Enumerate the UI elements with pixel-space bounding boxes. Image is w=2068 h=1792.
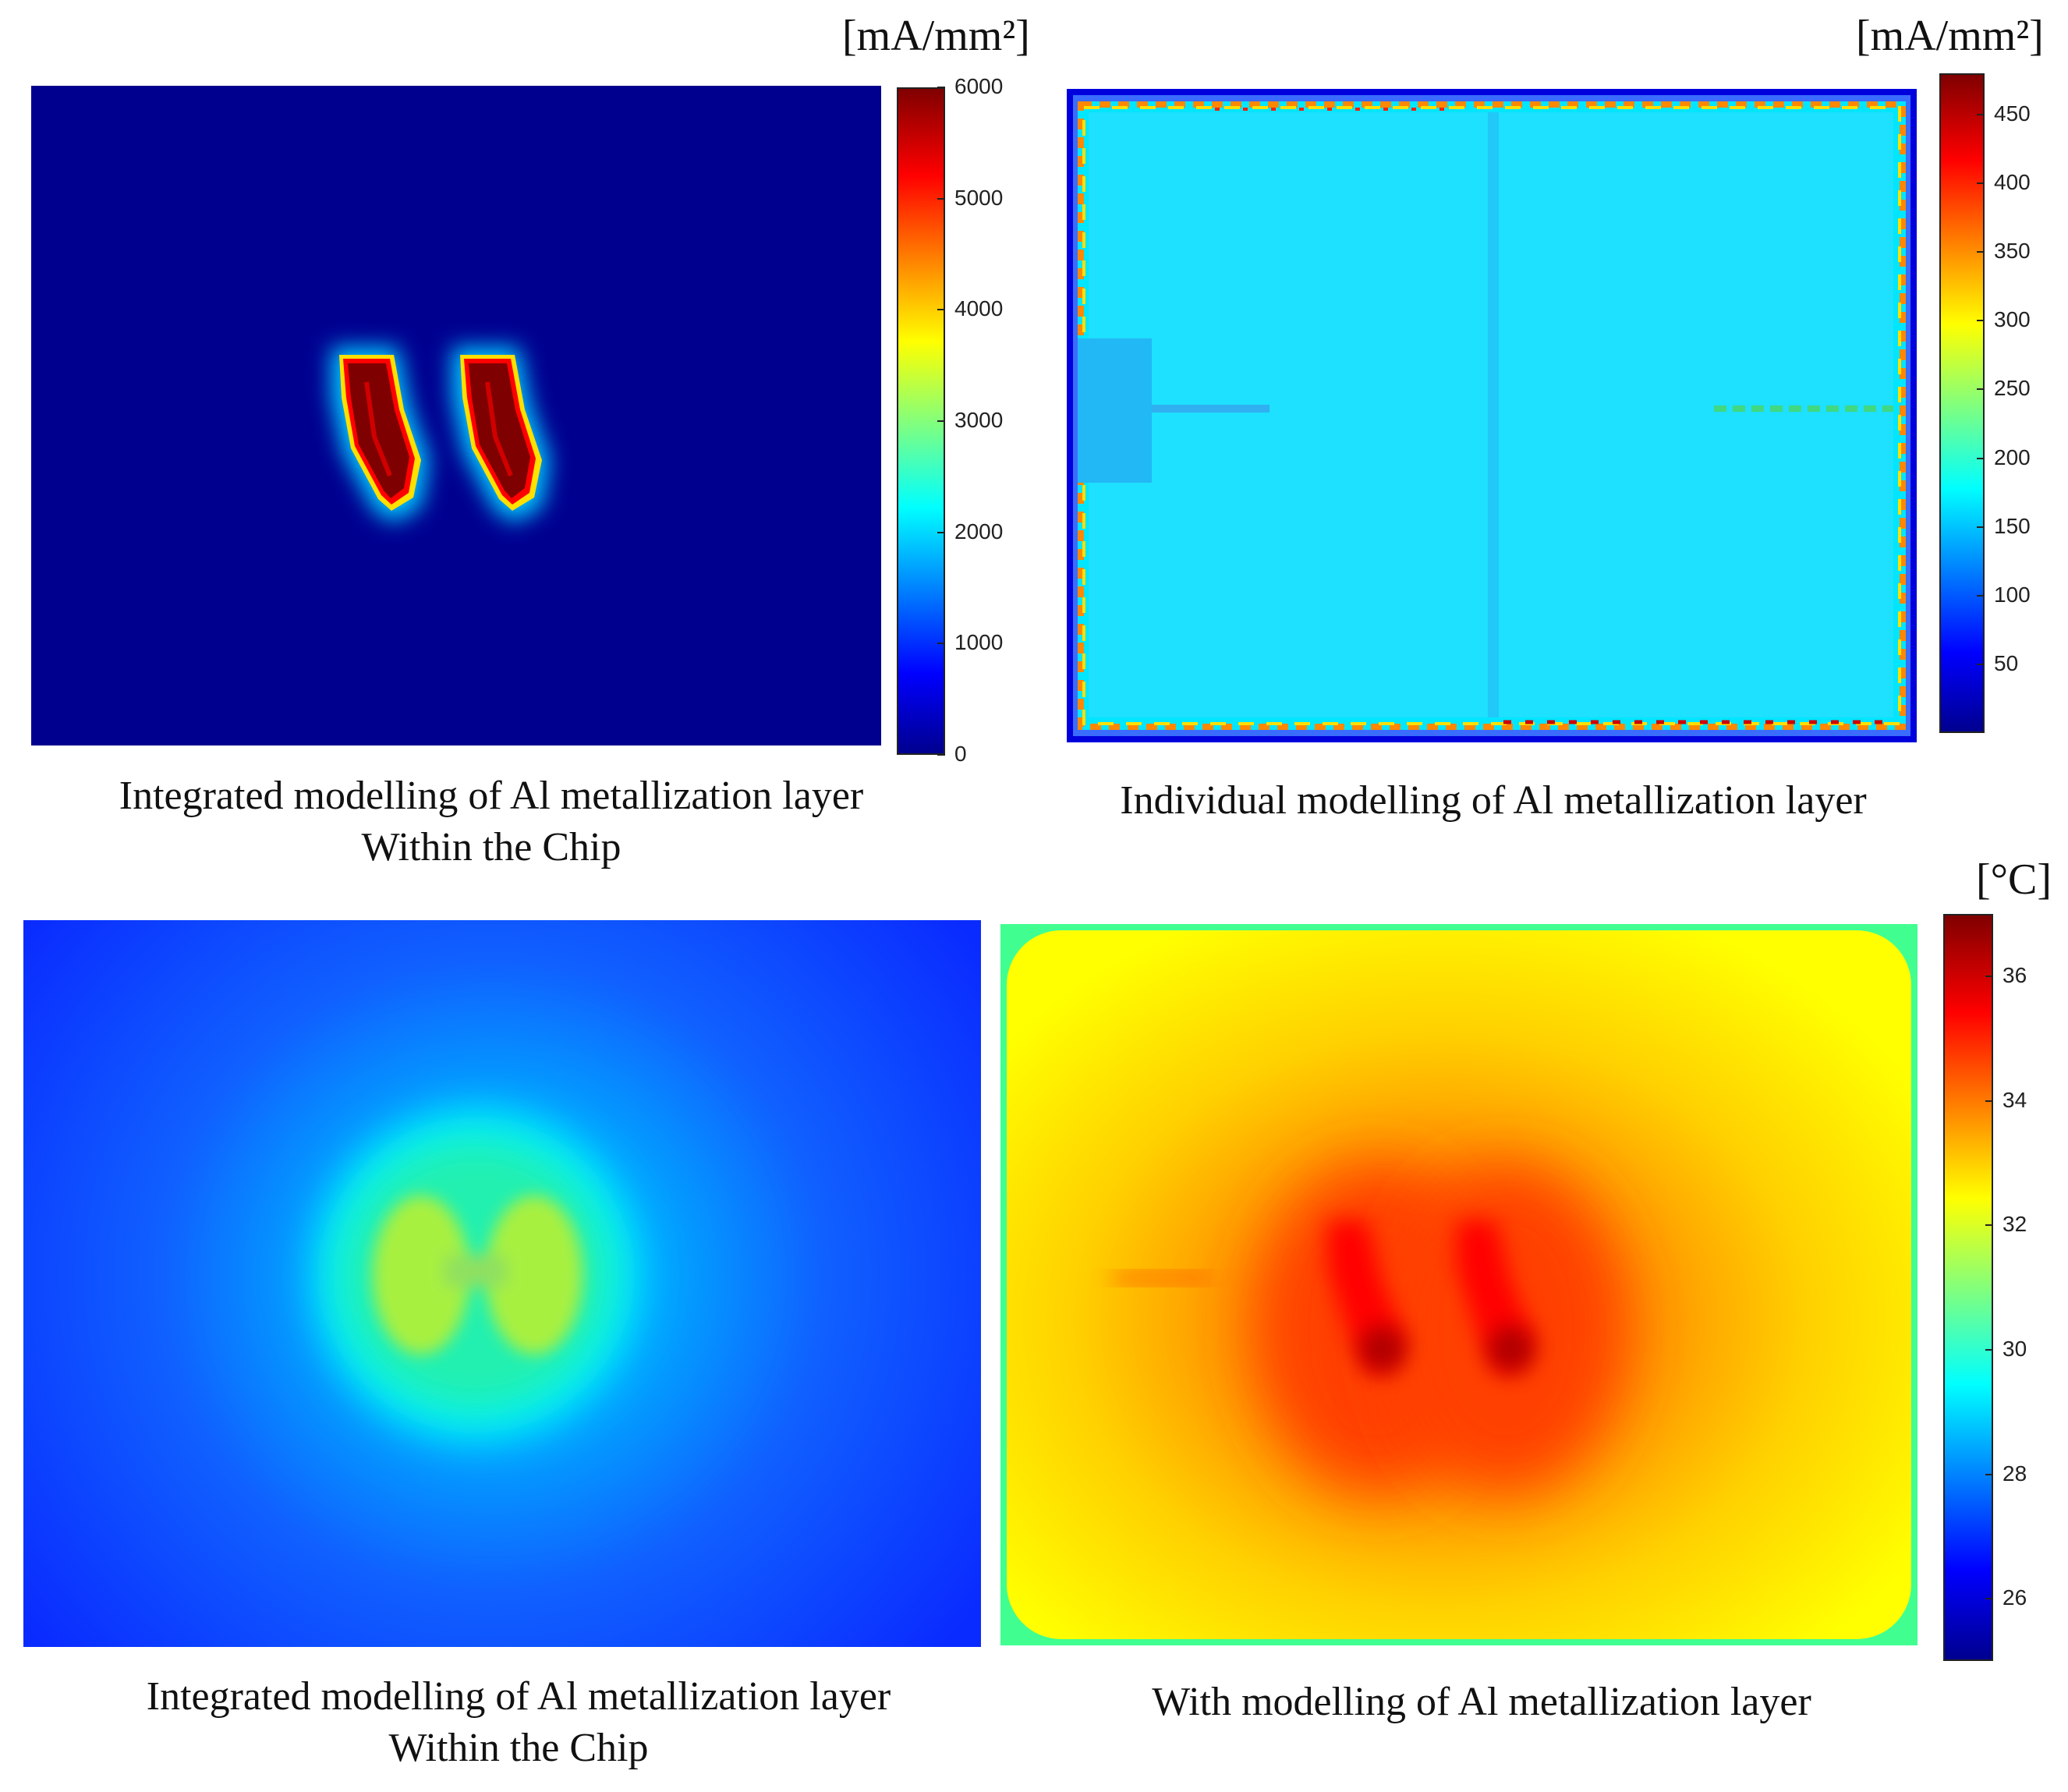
colorbar-tick-label: 3000: [954, 408, 1004, 432]
colorbar-tick-label: 28: [2002, 1461, 2027, 1486]
caption-bottom-right: With modelling of Al metallization layer: [1006, 1677, 1957, 1728]
colorbar-bottom-right: [1943, 914, 1993, 1661]
colorbar-tick-mark: [1985, 1100, 1993, 1102]
colorbar-tick-mark: [1977, 526, 1985, 528]
colorbar-tick-mark: [1977, 594, 1985, 597]
colorbar-tick-mark: [1977, 251, 1985, 253]
colorbar-tick-mark: [937, 420, 945, 422]
colorbar-tick-mark: [1985, 1473, 1993, 1475]
colorbar-tick-mark: [1985, 975, 1993, 977]
colorbar-tick-label: 6000: [954, 74, 1004, 98]
colorbar-tick-label: 350: [1994, 239, 2031, 264]
heatmap-top-right: [1067, 89, 1917, 742]
colorbar-tick-mark: [1985, 1598, 1993, 1600]
caption-top-left: Integrated modelling of Al metallization…: [31, 770, 951, 873]
colorbar-tick-mark: [937, 643, 945, 645]
colorbar-tick-mark: [1977, 457, 1985, 459]
colorbar-tick-label: 400: [1994, 170, 2031, 194]
colorbar-tick-mark: [1985, 1224, 1993, 1227]
colorbar-tick-mark: [937, 309, 945, 311]
colorbar-tick-mark: [1977, 113, 1985, 115]
heatmap-bottom-left: [23, 920, 981, 1647]
colorbar-tick-label: 4000: [954, 296, 1004, 321]
colorbar-tick-label: 2000: [954, 519, 1004, 544]
colorbar-unit-bottom-right: [°C]: [1976, 855, 2052, 904]
colorbar-tick-label: 150: [1994, 513, 2031, 538]
colorbar-tick-label: 1000: [954, 630, 1004, 655]
colorbar-tick-mark: [1985, 1348, 1993, 1351]
colorbar-tick-label: 50: [1994, 650, 2019, 675]
caption-line-1: Individual modelling of Al metallization…: [1120, 778, 1867, 823]
colorbar-tick-label: 32: [2002, 1212, 2027, 1237]
colorbar-tick-label: 26: [2002, 1585, 2027, 1610]
colorbar-tick-label: 5000: [954, 185, 1004, 210]
colorbar-tick-label: 0: [954, 742, 967, 766]
caption-line-2: Within the Chip: [388, 1726, 649, 1770]
caption-line-1: Integrated modelling of Al metallization…: [119, 774, 864, 818]
colorbar-top-right: [1939, 73, 1985, 733]
colorbar-tick-label: 100: [1994, 582, 2031, 607]
caption-line-1: With modelling of Al metallization layer: [1152, 1680, 1811, 1724]
colorbar-tick-mark: [937, 197, 945, 200]
colorbar-unit-top-left: [mA/mm²]: [842, 12, 1030, 60]
colorbar-tick-label: 450: [1994, 101, 2031, 126]
colorbar-tick-label: 36: [2002, 962, 2027, 987]
colorbar-tick-label: 200: [1994, 444, 2031, 469]
colorbar-tick-mark: [1977, 182, 1985, 184]
colorbar-tick-label: 300: [1994, 307, 2031, 332]
caption-bottom-left: Integrated modelling of Al metallization…: [31, 1671, 1006, 1774]
caption-line-1: Integrated modelling of Al metallization…: [146, 1674, 891, 1719]
colorbar-tick-mark: [937, 531, 945, 533]
caption-line-2: Within the Chip: [361, 825, 621, 869]
colorbar-unit-top-right: [mA/mm²]: [1856, 12, 2044, 60]
colorbar-tick-mark: [1977, 663, 1985, 665]
colorbar-tick-mark: [1977, 388, 1985, 391]
colorbar-tick-label: 30: [2002, 1336, 2027, 1361]
colorbar-tick-label: 250: [1994, 376, 2031, 401]
caption-top-right: Individual modelling of Al metallization…: [1061, 775, 1926, 827]
colorbar-tick-mark: [937, 754, 945, 756]
heatmap-top-left: [31, 86, 881, 745]
colorbar-top-left: [897, 87, 945, 755]
colorbar-tick-mark: [937, 87, 945, 88]
colorbar-tick-mark: [1977, 320, 1985, 322]
heatmap-bottom-right: [1000, 924, 1918, 1645]
colorbar-tick-label: 34: [2002, 1087, 2027, 1112]
